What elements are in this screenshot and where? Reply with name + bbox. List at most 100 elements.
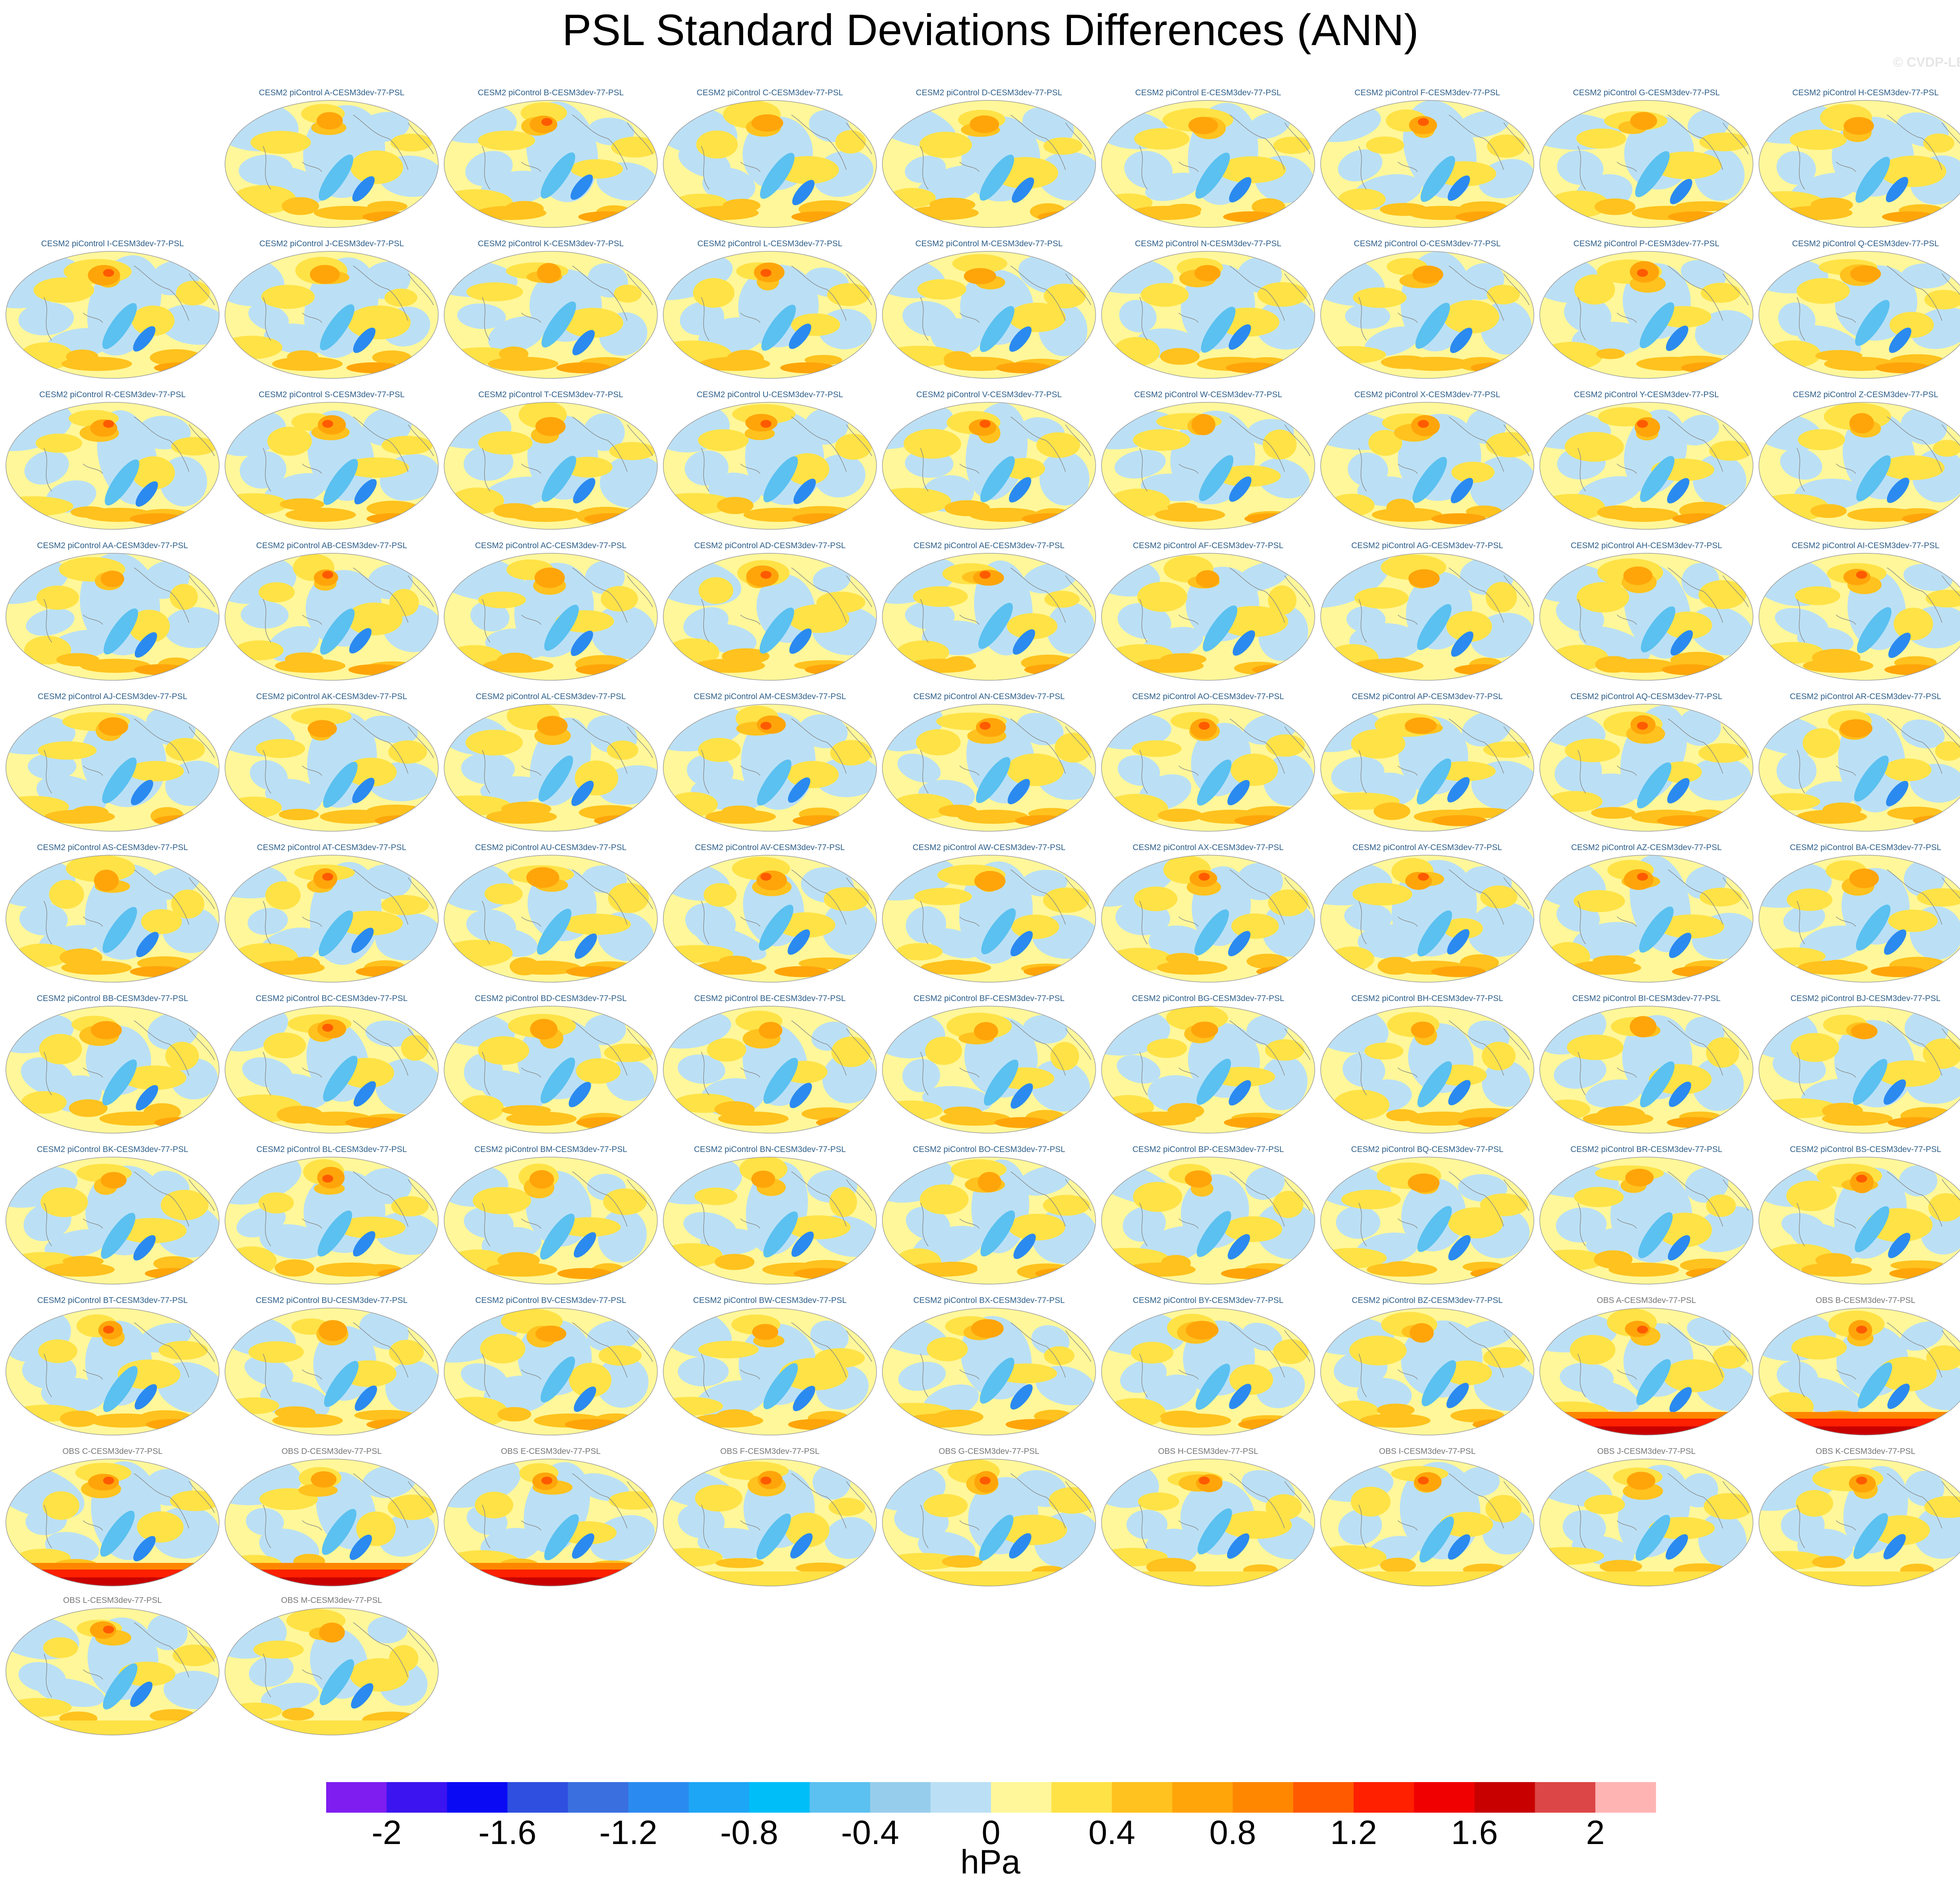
global-map bbox=[663, 402, 877, 530]
colorbar-tick: -0.8 bbox=[720, 1814, 779, 1851]
map-panel: CESM2 piControl BK-CESM3dev-77-PSL bbox=[5, 1145, 220, 1285]
global-map bbox=[1320, 704, 1534, 832]
panel-title: OBS D-CESM3dev-77-PSL bbox=[281, 1447, 382, 1456]
map-panel: CESM2 piControl BX-CESM3dev-77-PSL bbox=[881, 1296, 1097, 1436]
global-map bbox=[1101, 1157, 1315, 1285]
global-map bbox=[663, 1157, 877, 1285]
map-panel: CESM2 piControl BU-CESM3dev-77-PSL bbox=[224, 1296, 439, 1436]
panel-title: CESM2 piControl E-CESM3dev-77-PSL bbox=[1135, 88, 1281, 97]
map-panel: CESM2 piControl AI-CESM3dev-77-PSL bbox=[1758, 541, 1960, 681]
map-panel: CESM2 piControl R-CESM3dev-77-PSL bbox=[5, 390, 220, 531]
map-panel: CESM2 piControl AZ-CESM3dev-77-PSL bbox=[1539, 843, 1754, 983]
global-map bbox=[5, 855, 220, 983]
panel-title: CESM2 piControl AL-CESM3dev-77-PSL bbox=[475, 692, 626, 701]
global-map bbox=[663, 1459, 877, 1586]
global-map bbox=[882, 402, 1096, 530]
panel-title: CESM2 piControl AP-CESM3dev-77-PSL bbox=[1352, 692, 1503, 701]
colorbar-tick: 2 bbox=[1586, 1814, 1605, 1851]
global-map bbox=[1759, 402, 1960, 530]
global-map bbox=[225, 402, 439, 530]
panel-title: CESM2 piControl S-CESM3dev-77-PSL bbox=[258, 390, 405, 399]
panel-title: CESM2 piControl P-CESM3dev-77-PSL bbox=[1573, 239, 1720, 248]
panel-title: OBS E-CESM3dev-77-PSL bbox=[501, 1447, 601, 1456]
panel-title: CESM2 piControl AV-CESM3dev-77-PSL bbox=[695, 843, 845, 852]
global-map bbox=[882, 553, 1096, 681]
global-map bbox=[1539, 1459, 1753, 1586]
colorbar-swatch bbox=[326, 1782, 387, 1813]
panel-title: OBS K-CESM3dev-77-PSL bbox=[1815, 1447, 1916, 1456]
panel-title: CESM2 piControl Q-CESM3dev-77-PSL bbox=[1792, 239, 1939, 248]
panel-title: CESM2 piControl AB-CESM3dev-77-PSL bbox=[256, 541, 407, 550]
panel-title: CESM2 piControl J-CESM3dev-77-PSL bbox=[259, 239, 404, 248]
panel-title: CESM2 piControl BA-CESM3dev-77-PSL bbox=[1789, 843, 1942, 852]
map-panel: CESM2 piControl BE-CESM3dev-77-PSL bbox=[662, 994, 878, 1134]
map-panel: CESM2 piControl BI-CESM3dev-77-PSL bbox=[1539, 994, 1754, 1134]
panel-title: CESM2 piControl B-CESM3dev-77-PSL bbox=[477, 88, 624, 97]
panel-title: CESM2 piControl N-CESM3dev-77-PSL bbox=[1135, 239, 1281, 248]
colorbar-swatch bbox=[1112, 1782, 1173, 1813]
panel-title: CESM2 piControl AO-CESM3dev-77-PSL bbox=[1132, 692, 1284, 701]
panel-title: CESM2 piControl AT-CESM3dev-77-PSL bbox=[257, 843, 407, 852]
map-panel: OBS C-CESM3dev-77-PSL bbox=[5, 1447, 220, 1587]
map-panel: CESM2 piControl L-CESM3dev-77-PSL bbox=[662, 239, 878, 380]
map-panel: CESM2 piControl BY-CESM3dev-77-PSL bbox=[1100, 1296, 1316, 1436]
panel-title: CESM2 piControl AM-CESM3dev-77-PSL bbox=[693, 692, 846, 701]
map-panel: CESM2 piControl AM-CESM3dev-77-PSL bbox=[662, 692, 878, 832]
panel-title: CESM2 piControl W-CESM3dev-77-PSL bbox=[1134, 390, 1282, 399]
colorbar-swatch bbox=[1051, 1782, 1112, 1813]
map-panel: OBS F-CESM3dev-77-PSL bbox=[662, 1447, 878, 1587]
map-panel: OBS A-CESM3dev-77-PSL bbox=[1539, 1296, 1754, 1436]
global-map bbox=[1759, 855, 1960, 983]
colorbar-swatch bbox=[1474, 1782, 1535, 1813]
global-map bbox=[5, 1157, 220, 1285]
map-panel: CESM2 piControl T-CESM3dev-77-PSL bbox=[443, 390, 659, 531]
panel-title: CESM2 piControl U-CESM3dev-77-PSL bbox=[697, 390, 843, 399]
panel-title: CESM2 piControl BY-CESM3dev-77-PSL bbox=[1132, 1296, 1284, 1305]
map-panel: CESM2 piControl AC-CESM3dev-77-PSL bbox=[443, 541, 659, 681]
map-panel: OBS D-CESM3dev-77-PSL bbox=[224, 1447, 439, 1587]
map-panel: CESM2 piControl BB-CESM3dev-77-PSL bbox=[5, 994, 220, 1134]
map-panel: CESM2 piControl AE-CESM3dev-77-PSL bbox=[881, 541, 1097, 681]
panel-title: CESM2 piControl C-CESM3dev-77-PSL bbox=[697, 88, 843, 97]
map-panel: CESM2 piControl C-CESM3dev-77-PSL bbox=[662, 88, 878, 229]
panel-title: CESM2 piControl AD-CESM3dev-77-PSL bbox=[694, 541, 846, 550]
global-map bbox=[1320, 1157, 1534, 1285]
global-map bbox=[1320, 1006, 1534, 1134]
panel-title: OBS J-CESM3dev-77-PSL bbox=[1597, 1447, 1696, 1456]
global-map bbox=[1539, 704, 1753, 832]
panel-title: CESM2 piControl O-CESM3dev-77-PSL bbox=[1354, 239, 1501, 248]
panel-title: CESM2 piControl BE-CESM3dev-77-PSL bbox=[694, 994, 846, 1003]
map-panel: CESM2 piControl AS-CESM3dev-77-PSL bbox=[5, 843, 220, 983]
global-map bbox=[663, 1308, 877, 1435]
map-panel: CESM2 piControl BQ-CESM3dev-77-PSL bbox=[1319, 1145, 1535, 1285]
global-map bbox=[882, 1459, 1096, 1586]
map-panel: CESM2 piControl AF-CESM3dev-77-PSL bbox=[1100, 541, 1316, 681]
map-panel: CESM2 piControl BG-CESM3dev-77-PSL bbox=[1100, 994, 1316, 1134]
global-map bbox=[1320, 855, 1534, 983]
panel-title: CESM2 piControl AS-CESM3dev-77-PSL bbox=[37, 843, 188, 852]
global-map bbox=[225, 1459, 439, 1586]
colorbar-swatch bbox=[1414, 1782, 1475, 1813]
map-panel: CESM2 piControl BR-CESM3dev-77-PSL bbox=[1539, 1145, 1754, 1285]
panel-title: CESM2 piControl R-CESM3dev-77-PSL bbox=[39, 390, 186, 399]
panel-title: CESM2 piControl AK-CESM3dev-77-PSL bbox=[256, 692, 407, 701]
panel-title: CESM2 piControl BX-CESM3dev-77-PSL bbox=[913, 1296, 1065, 1305]
map-panel: CESM2 piControl AL-CESM3dev-77-PSL bbox=[443, 692, 659, 832]
panel-title: CESM2 piControl AI-CESM3dev-77-PSL bbox=[1791, 541, 1940, 550]
map-panel: OBS G-CESM3dev-77-PSL bbox=[881, 1447, 1097, 1587]
global-map bbox=[1539, 1308, 1753, 1435]
global-map bbox=[1101, 100, 1315, 228]
map-panel: CESM2 piControl H-CESM3dev-77-PSL bbox=[1758, 88, 1960, 229]
map-panel: CESM2 piControl BD-CESM3dev-77-PSL bbox=[443, 994, 659, 1134]
global-map bbox=[5, 1006, 220, 1134]
panel-title: CESM2 piControl BO-CESM3dev-77-PSL bbox=[913, 1145, 1065, 1154]
map-panel: CESM2 piControl BW-CESM3dev-77-PSL bbox=[662, 1296, 878, 1436]
map-panel: OBS K-CESM3dev-77-PSL bbox=[1758, 1447, 1960, 1587]
panel-title: CESM2 piControl F-CESM3dev-77-PSL bbox=[1354, 88, 1500, 97]
chart-title: PSL Standard Deviations Differences (ANN… bbox=[562, 5, 1419, 55]
panel-title: CESM2 piControl Z-CESM3dev-77-PSL bbox=[1793, 390, 1938, 399]
colorbar-swatch bbox=[809, 1782, 871, 1813]
map-panel: CESM2 piControl U-CESM3dev-77-PSL bbox=[662, 390, 878, 531]
panel-title: CESM2 piControl AA-CESM3dev-77-PSL bbox=[37, 541, 188, 550]
colorbar-tick: -1.2 bbox=[599, 1814, 658, 1851]
